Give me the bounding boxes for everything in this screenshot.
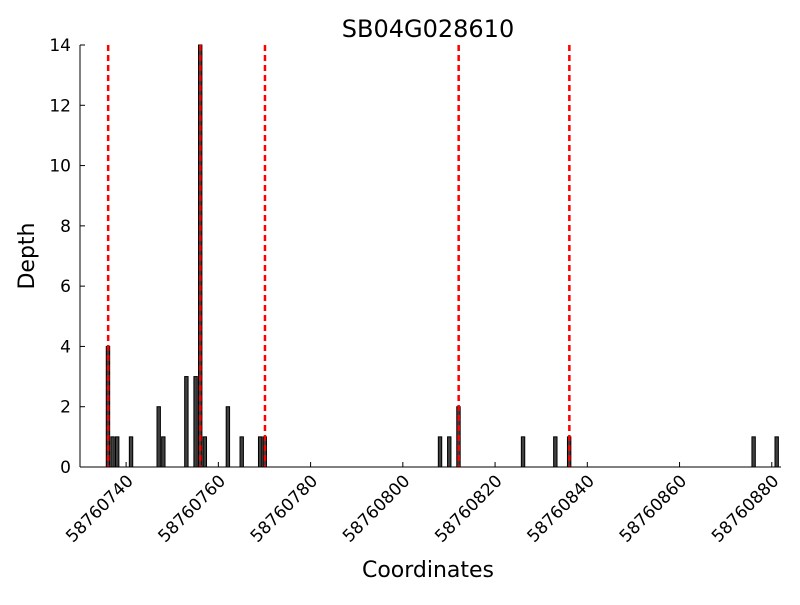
y-tick-label: 10	[49, 157, 71, 177]
depth-bar	[128, 436, 134, 468]
depth-bar	[437, 436, 443, 468]
depth-bar	[110, 436, 115, 468]
x-tick-label: 58760740	[62, 471, 137, 546]
depth-bar	[184, 376, 189, 468]
depth-bar	[553, 436, 558, 468]
depth-bar	[257, 436, 263, 468]
x-tick-label: 58760820	[431, 471, 506, 546]
y-tick-label: 14	[49, 36, 71, 56]
depth-bar	[156, 406, 161, 468]
x-axis-label: Coordinates	[362, 558, 494, 583]
depth-bar	[262, 436, 267, 468]
depth-bar	[202, 436, 208, 468]
y-tick-label: 8	[60, 217, 71, 237]
depth-bar	[566, 436, 572, 468]
y-tick-label: 6	[60, 277, 71, 297]
y-tick-label: 2	[60, 398, 71, 418]
depth-bar	[114, 436, 120, 468]
depth-bar	[520, 436, 526, 468]
axes-layer	[79, 45, 781, 468]
depth-bar	[447, 436, 452, 468]
depth-bar	[225, 406, 231, 468]
depth-bar	[774, 436, 779, 468]
x-tick-label: 58760780	[247, 471, 322, 546]
y-tick-label: 0	[60, 458, 71, 478]
x-tick-label: 58760880	[708, 471, 783, 546]
x-tick-label: 58760840	[524, 471, 599, 546]
bars-layer	[105, 44, 779, 468]
x-tick-label: 58760800	[339, 471, 414, 546]
chart-title: SB04G028610	[342, 15, 514, 43]
y-tick-label: 12	[49, 96, 71, 116]
depth-bar	[751, 436, 756, 468]
x-tick-label: 58760760	[155, 471, 230, 546]
depth-bar	[193, 376, 198, 468]
x-tick-label: 58760860	[616, 471, 691, 546]
depth-bar	[239, 436, 244, 468]
depth-bar	[161, 436, 166, 468]
y-axis-label: Depth	[15, 222, 40, 289]
boundary-lines-layer	[106, 45, 571, 467]
y-tick-label: 4	[60, 337, 71, 357]
